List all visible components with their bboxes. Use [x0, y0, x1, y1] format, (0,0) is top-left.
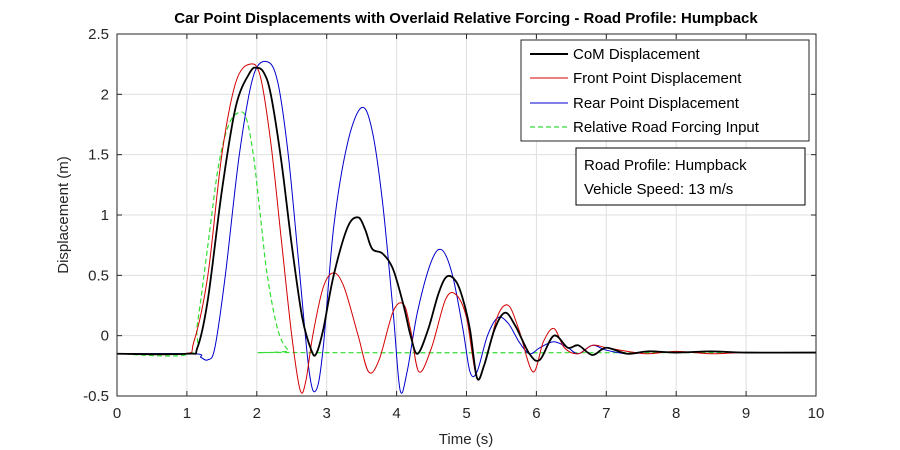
y-tick-label: 0: [101, 328, 109, 345]
y-tick-label: 1: [101, 207, 109, 224]
annotation-box: Road Profile: Humpback Vehicle Speed: 13…: [575, 147, 806, 206]
chart-title: Car Point Displacements with Overlaid Re…: [174, 10, 758, 27]
y-tick-label: 1.5: [88, 147, 109, 164]
legend-label-front: Front Point Displacement: [573, 70, 742, 87]
y-tick-label: -0.5: [83, 388, 109, 405]
x-tick-label: 3: [323, 405, 331, 422]
legend-label-com: CoM Displacement: [573, 46, 701, 63]
x-tick-label: 1: [183, 405, 191, 422]
tick-layer: 0 1 2 3 4 5 6 7 8 9 10-0.500.511.522.5: [83, 26, 824, 422]
x-tick-label: 8: [672, 405, 680, 422]
x-tick-label: 7: [602, 405, 610, 422]
legend: CoM Displacement Front Point Displacemen…: [520, 39, 810, 142]
series-line-forcing: [117, 111, 816, 357]
y-axis-label: Displacement (m): [55, 156, 72, 274]
x-tick-label: 4: [392, 405, 400, 422]
y-tick-label: 2.5: [88, 26, 109, 43]
legend-label-forcing: Relative Road Forcing Input: [573, 119, 760, 136]
x-tick-label: 9: [742, 405, 750, 422]
annotation-vehicle-speed: Vehicle Speed: 13 m/s: [584, 181, 733, 198]
x-tick-label: 6: [532, 405, 540, 422]
y-tick-label: 0.5: [88, 267, 109, 284]
legend-label-rear: Rear Point Displacement: [573, 95, 740, 112]
y-tick-label: 2: [101, 86, 109, 103]
annotation-road-profile: Road Profile: Humpback: [584, 157, 747, 174]
series-line-front: [117, 63, 816, 394]
x-tick-label: 2: [253, 405, 261, 422]
x-tick-label: 0: [113, 405, 121, 422]
series-layer: [117, 60, 816, 394]
annotation-frame: [575, 147, 806, 206]
legend-box: [520, 39, 810, 142]
x-axis-label: Time (s): [439, 431, 493, 448]
series-line-com: [117, 66, 816, 381]
x-tick-label: 10: [808, 405, 825, 422]
x-tick-label: 5: [462, 405, 470, 422]
